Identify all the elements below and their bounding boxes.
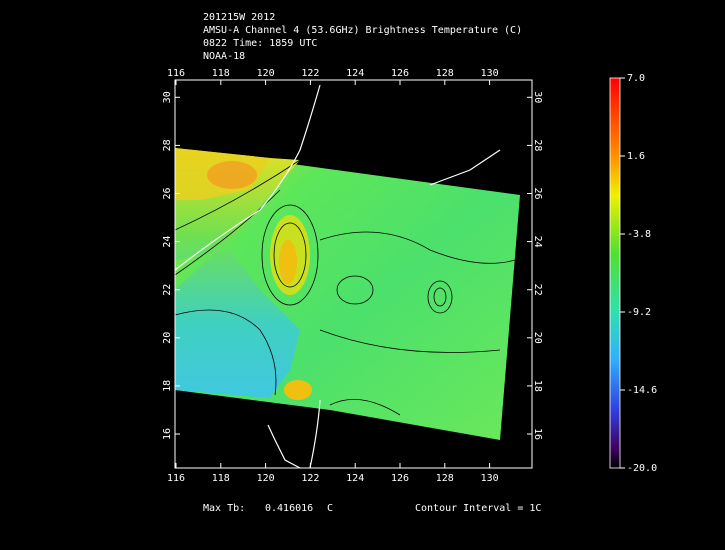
- footer: Max Tb: 0.416016 C Contour Interval = 1C: [203, 503, 541, 514]
- warm-core: [284, 380, 312, 400]
- lat-tick-label: 28: [532, 139, 543, 151]
- axes: 116 116 118 118 120 120 122 122 124 124 126 126 128 1…: [162, 68, 543, 484]
- lon-tick-label: 120: [257, 473, 275, 484]
- header: 201215W 2012 AMSU-A Channel 4 (53.6GHz) …: [203, 12, 522, 62]
- lat-tick-label: 24: [162, 236, 173, 248]
- colorbar-tick-label: -3.8: [627, 229, 651, 240]
- colorbar-ticks: 7.0 1.6 -3.8 -9.2 -14.6 -20.0: [620, 73, 657, 474]
- colorbar-tick-label: -9.2: [627, 307, 651, 318]
- lon-tick-label: 124: [346, 68, 364, 79]
- lon-tick-label: 122: [301, 473, 319, 484]
- lon-tick-label: 118: [212, 473, 230, 484]
- lon-tick-label: 128: [436, 473, 454, 484]
- lat-tick-label: 20: [532, 332, 543, 344]
- lon-tick-label: 130: [481, 68, 499, 79]
- swath: [174, 84, 520, 469]
- lon-tick-label: 122: [301, 68, 319, 79]
- colorbar-tick-label: -14.6: [627, 385, 657, 396]
- header-line: 0822 Time: 1859 UTC: [203, 38, 317, 49]
- colorbar: [609, 77, 621, 469]
- lat-tick-label: 30: [532, 91, 543, 103]
- footer-value: 0.416016: [265, 503, 313, 514]
- lat-tick-label: 28: [162, 139, 173, 151]
- warm-core: [207, 161, 257, 189]
- swath-west: [175, 148, 300, 398]
- coastline: [174, 84, 501, 469]
- lat-tick-label: 16: [162, 428, 173, 440]
- lat-tick-label: 26: [162, 187, 173, 199]
- lat-tick-label: 30: [162, 91, 173, 103]
- lat-tick-label: 18: [162, 380, 173, 392]
- lat-tick-label: 22: [162, 284, 173, 296]
- lon-tick-label: 116: [167, 68, 185, 79]
- lon-tick-label: 116: [167, 473, 185, 484]
- map-frame: [174, 79, 533, 469]
- header-line: NOAA-18: [203, 51, 245, 62]
- lon-tick-label: 124: [346, 473, 364, 484]
- lon-tick-label: 130: [481, 473, 499, 484]
- header-line: 201215W 2012: [203, 12, 275, 23]
- footer-label: Max Tb:: [203, 503, 245, 514]
- colorbar-tick-label: -20.0: [627, 463, 657, 474]
- lat-tick-label: 18: [532, 380, 543, 392]
- lat-tick-label: 26: [532, 187, 543, 199]
- lon-tick-label: 126: [391, 473, 409, 484]
- lon-tick-label: 128: [436, 68, 454, 79]
- lon-tick-label: 120: [257, 68, 275, 79]
- lat-tick-label: 20: [162, 332, 173, 344]
- colorbar-tick-label: 1.6: [627, 151, 645, 162]
- footer-unit: C: [327, 503, 333, 514]
- lat-tick-label: 22: [532, 284, 543, 296]
- contours: [174, 159, 516, 416]
- warm-core: [279, 240, 297, 284]
- lon-tick-label: 118: [212, 68, 230, 79]
- colorbar-tick-label: 7.0: [627, 73, 645, 84]
- header-line: AMSU-A Channel 4 (53.6GHz) Brightness Te…: [203, 25, 522, 36]
- lat-tick-label: 24: [532, 236, 543, 248]
- lon-tick-label: 126: [391, 68, 409, 79]
- lat-tick-label: 16: [532, 428, 543, 440]
- footer-contour: Contour Interval = 1C: [415, 503, 541, 514]
